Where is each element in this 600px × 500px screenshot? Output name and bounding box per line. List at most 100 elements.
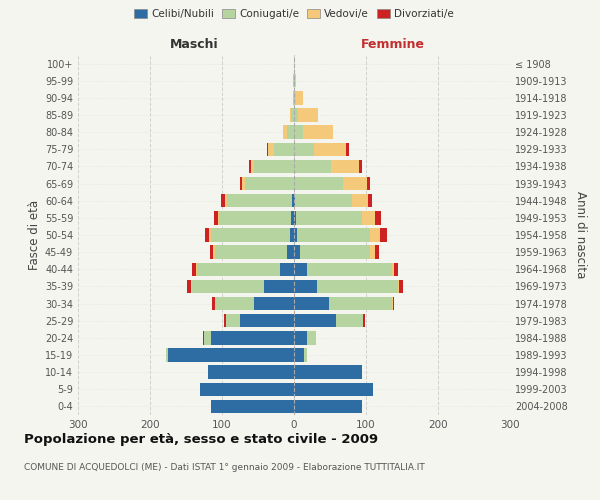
Bar xyxy=(168,348,294,362)
Bar xyxy=(287,246,294,259)
Text: Popolazione per età, sesso e stato civile - 2009: Popolazione per età, sesso e stato civil… xyxy=(24,432,378,446)
Bar xyxy=(225,194,227,207)
Bar xyxy=(343,177,367,190)
Text: COMUNE DI ACQUEDOLCI (ME) - Dati ISTAT 1° gennaio 2009 - Elaborazione TUTTITALIA: COMUNE DI ACQUEDOLCI (ME) - Dati ISTAT 1… xyxy=(24,462,425,471)
Bar xyxy=(204,331,211,344)
Bar xyxy=(294,400,362,413)
Bar xyxy=(208,366,294,379)
Bar xyxy=(219,211,291,224)
Bar xyxy=(290,108,291,122)
Bar xyxy=(290,228,294,241)
Bar xyxy=(240,314,294,328)
Bar xyxy=(300,246,370,259)
Bar xyxy=(367,177,370,190)
Y-axis label: Fasce di età: Fasce di età xyxy=(28,200,41,270)
Bar xyxy=(294,314,336,328)
Bar xyxy=(376,211,381,224)
Bar xyxy=(209,228,211,241)
Bar xyxy=(245,177,294,190)
Bar xyxy=(294,382,373,396)
Bar xyxy=(295,74,296,88)
Text: Maschi: Maschi xyxy=(170,38,219,52)
Bar xyxy=(211,400,294,413)
Bar xyxy=(376,246,379,259)
Bar xyxy=(254,297,294,310)
Bar xyxy=(224,314,226,328)
Bar xyxy=(205,228,209,241)
Bar xyxy=(294,108,298,122)
Bar xyxy=(226,314,240,328)
Bar xyxy=(297,228,370,241)
Bar xyxy=(294,160,331,173)
Bar xyxy=(359,160,362,173)
Bar xyxy=(363,314,365,328)
Bar xyxy=(294,262,307,276)
Bar xyxy=(296,91,304,104)
Bar xyxy=(264,280,294,293)
Bar xyxy=(302,126,333,139)
Bar xyxy=(294,297,329,310)
Bar xyxy=(274,142,294,156)
Bar xyxy=(298,108,319,122)
Bar xyxy=(211,331,294,344)
Bar xyxy=(215,297,254,310)
Bar xyxy=(352,194,368,207)
Bar xyxy=(370,246,376,259)
Bar xyxy=(294,91,296,104)
Text: Femmine: Femmine xyxy=(361,38,425,52)
Bar xyxy=(212,297,215,310)
Bar xyxy=(370,228,380,241)
Bar xyxy=(380,228,387,241)
Bar xyxy=(394,262,398,276)
Y-axis label: Anni di nascita: Anni di nascita xyxy=(574,192,587,278)
Bar xyxy=(295,194,352,207)
Bar xyxy=(392,262,394,276)
Bar xyxy=(191,280,192,293)
Bar xyxy=(294,126,302,139)
Bar xyxy=(304,348,307,362)
Bar xyxy=(211,228,290,241)
Bar xyxy=(399,280,403,293)
Bar xyxy=(331,160,359,173)
Bar xyxy=(291,211,294,224)
Bar xyxy=(329,297,392,310)
Legend: Celibi/Nubili, Coniugati/e, Vedovi/e, Divorziati/e: Celibi/Nubili, Coniugati/e, Vedovi/e, Di… xyxy=(130,5,458,24)
Bar xyxy=(294,74,295,88)
Bar xyxy=(307,262,392,276)
Bar xyxy=(283,126,287,139)
Bar xyxy=(187,280,191,293)
Bar xyxy=(221,194,225,207)
Bar xyxy=(398,280,399,293)
Bar xyxy=(368,194,372,207)
Bar xyxy=(294,348,304,362)
Bar xyxy=(254,160,294,173)
Bar xyxy=(280,262,294,276)
Bar xyxy=(314,142,346,156)
Bar xyxy=(317,280,398,293)
Bar xyxy=(268,142,274,156)
Bar xyxy=(293,74,294,88)
Bar xyxy=(362,211,376,224)
Bar xyxy=(307,331,316,344)
Bar xyxy=(215,246,287,259)
Bar xyxy=(196,262,197,276)
Bar xyxy=(294,246,300,259)
Bar xyxy=(293,91,294,104)
Bar xyxy=(242,177,245,190)
Bar xyxy=(193,262,196,276)
Bar xyxy=(294,142,314,156)
Bar xyxy=(294,177,343,190)
Bar xyxy=(294,331,307,344)
Bar xyxy=(214,246,215,259)
Bar xyxy=(346,142,349,156)
Bar xyxy=(296,211,362,224)
Bar xyxy=(392,297,394,310)
Bar xyxy=(227,194,292,207)
Bar xyxy=(294,280,317,293)
Bar xyxy=(336,314,363,328)
Bar xyxy=(210,246,214,259)
Bar xyxy=(200,382,294,396)
Bar xyxy=(292,194,294,207)
Bar xyxy=(291,108,294,122)
Bar xyxy=(214,211,218,224)
